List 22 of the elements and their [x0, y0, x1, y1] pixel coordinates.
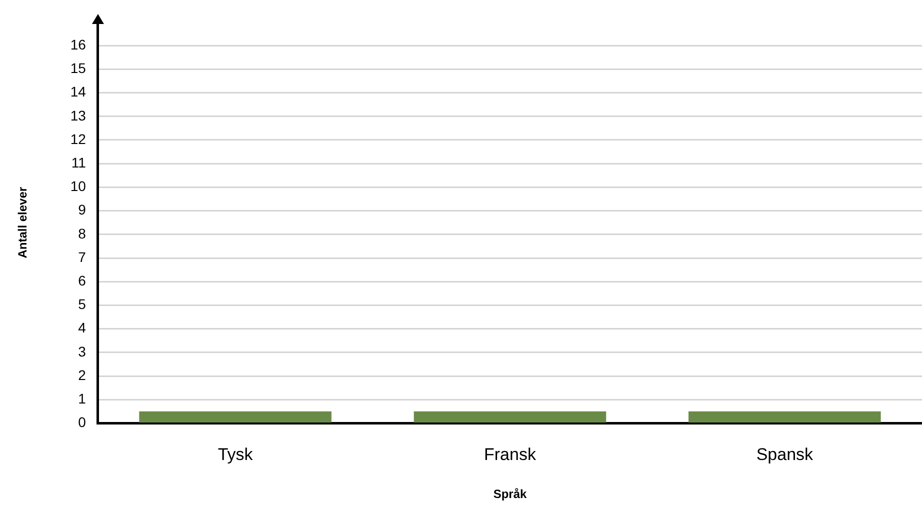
y-tick-label: 10: [70, 178, 86, 194]
y-tick-label: 1: [78, 390, 86, 406]
x-axis-title: Språk: [493, 487, 527, 502]
y-tick-label: 5: [78, 296, 86, 312]
y-axis-title: Antall elever: [16, 186, 30, 258]
y-tick-label: 2: [78, 366, 86, 383]
y-tick-label: 11: [71, 154, 86, 170]
y-tick-label: 8: [78, 225, 86, 242]
x-tick-label: Spansk: [756, 445, 814, 464]
y-tick-label: 7: [78, 248, 86, 265]
y-tick-label: 9: [78, 202, 86, 218]
y-tick-label: 4: [78, 320, 86, 336]
x-tick-label: Fransk: [484, 445, 536, 464]
y-tick-label: 6: [78, 272, 86, 288]
y-tick-label: 14: [70, 84, 86, 100]
y-tick-label: 12: [70, 130, 86, 147]
y-tick-label: 3: [78, 343, 86, 360]
y-tick-label: 15: [70, 60, 86, 76]
y-tick-label: 16: [70, 36, 86, 52]
x-tick-label: Tysk: [218, 445, 254, 464]
y-tick-label: 13: [70, 107, 86, 124]
y-tick-label: 0: [78, 414, 86, 430]
